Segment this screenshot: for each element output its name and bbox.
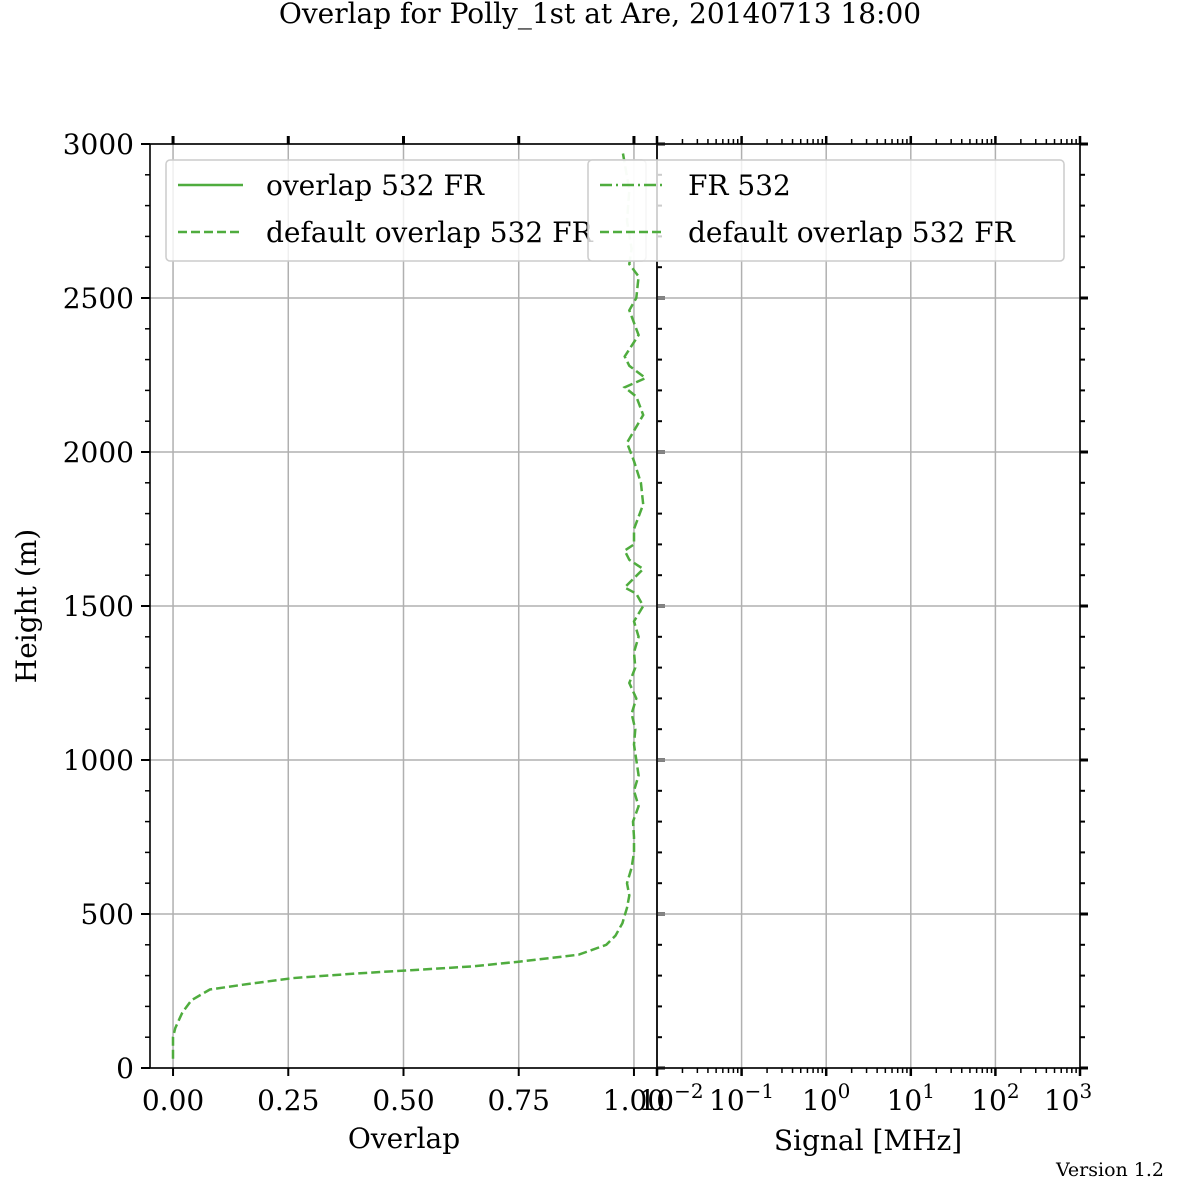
left-legend-label-overlap: overlap 532 FR — [266, 169, 485, 202]
right-x-axis-label: Signal [MHz] — [774, 1124, 962, 1157]
left-panel-grid — [150, 143, 657, 1069]
left-x-tick-label: 0.25 — [257, 1084, 319, 1117]
left-panel-series — [171, 149, 648, 1059]
left-x-tick-label: 1.00 — [603, 1084, 665, 1117]
right-legend-label-fr532: FR 532 — [688, 169, 791, 202]
left-y-tick-label: 0 — [116, 1052, 134, 1085]
left-y-tick-label: 1000 — [63, 744, 134, 777]
right-panel-axes: 10−2 10−1 100 101 102 103 — [638, 136, 1092, 1117]
right-legend: FR 532 default overlap 532 FR — [587, 159, 1065, 262]
right-x-tick-label: 10−2 — [638, 1079, 703, 1117]
left-panel-axes: 0.00 0.25 0.50 0.75 1.00 0 500 1000 1500 2000 2500… — [63, 128, 665, 1117]
right-x-tick-label: 103 — [1044, 1079, 1092, 1117]
left-y-tick-label: 2500 — [63, 282, 134, 315]
right-legend-label-default: default overlap 532 FR — [688, 216, 1016, 249]
right-x-tick-label: 102 — [971, 1079, 1019, 1117]
version-label: Version 1.2 — [1055, 1159, 1164, 1181]
right-x-tick-label: 100 — [802, 1079, 850, 1117]
right-panel-frame — [656, 143, 1081, 1069]
chart-title: Overlap for Polly_1st at Are, 20140713 1… — [279, 0, 921, 30]
left-y-tick-label: 500 — [81, 898, 134, 931]
left-y-tick-label: 1500 — [63, 590, 134, 623]
left-x-tick-label: 0.00 — [142, 1084, 204, 1117]
left-x-tick-label: 0.75 — [488, 1084, 550, 1117]
right-panel-grid — [656, 143, 1081, 1069]
left-legend: overlap 532 FR default overlap 532 FR — [165, 159, 647, 262]
left-y-tick-label: 2000 — [63, 436, 134, 469]
left-x-axis-label: Overlap — [348, 1122, 460, 1155]
right-x-tick-label: 101 — [887, 1079, 935, 1117]
series-line-default-overlap-532-fr — [171, 149, 648, 1059]
left-legend-label-default: default overlap 532 FR — [266, 216, 594, 249]
right-legend-box — [587, 159, 1065, 262]
left-y-tick-label: 3000 — [63, 128, 134, 161]
left-y-axis-label: Height (m) — [10, 529, 43, 683]
left-x-tick-label: 0.50 — [372, 1084, 434, 1117]
right-x-tick-label: 10−1 — [709, 1079, 774, 1117]
